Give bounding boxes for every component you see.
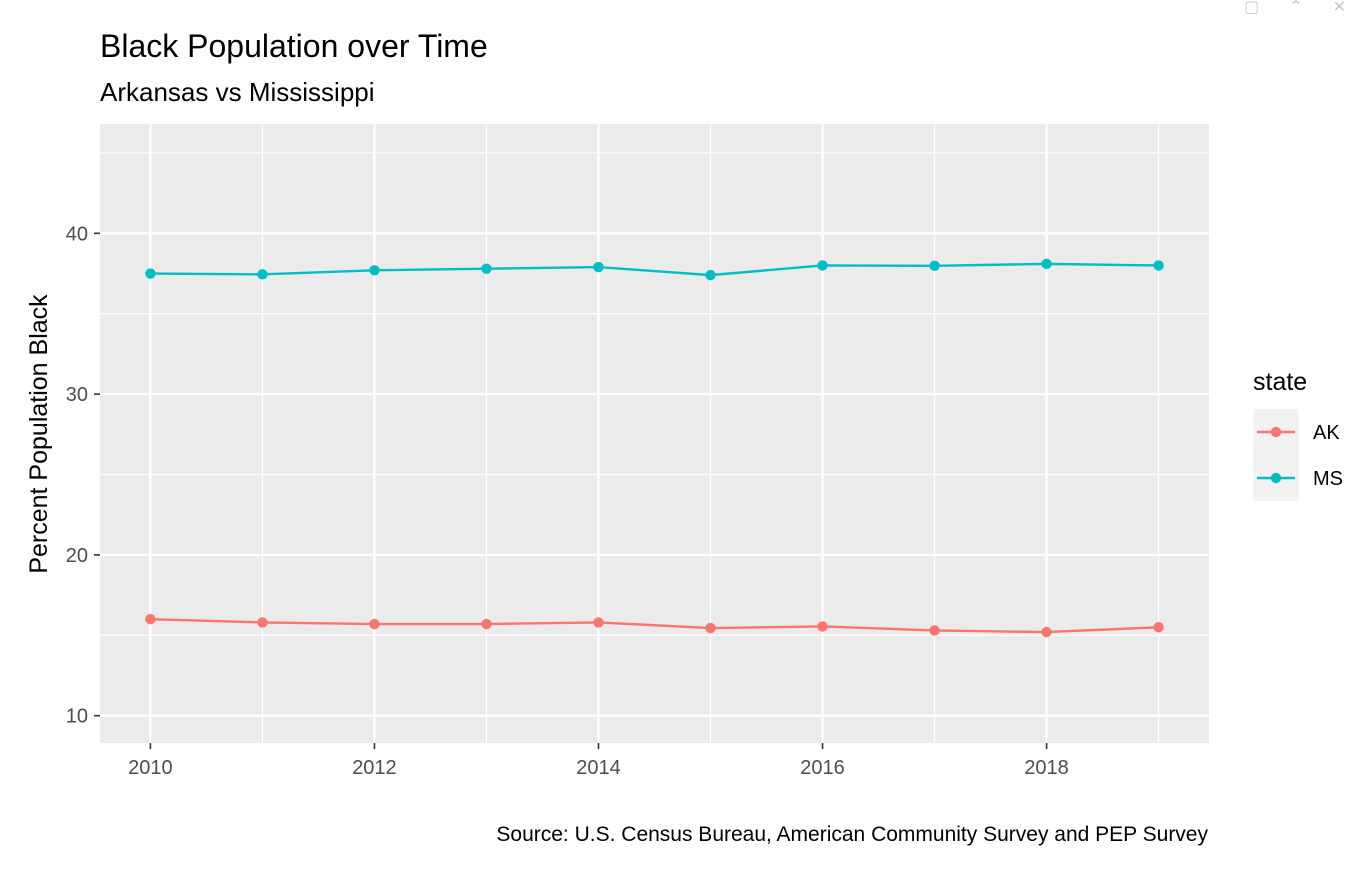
y-tick-label: 10	[66, 706, 88, 728]
legend-title: state	[1253, 368, 1307, 396]
data-point	[257, 269, 268, 280]
y-tick-label: 30	[66, 384, 88, 406]
data-point	[145, 614, 156, 625]
series-ms	[145, 258, 1164, 281]
data-point	[593, 261, 604, 273]
series-line	[150, 618, 1159, 634]
data-point	[593, 617, 604, 628]
window-controls: ▢ ⌃ ✕	[1244, 0, 1346, 16]
x-tick-label: 2014	[576, 757, 621, 779]
minor-gridlines	[100, 124, 1209, 743]
legend-label: MS	[1313, 468, 1343, 490]
chart-caption: Source: U.S. Census Bureau, American Com…	[496, 823, 1208, 846]
data-point	[369, 265, 380, 276]
data-point	[705, 269, 716, 281]
data-point	[1041, 258, 1052, 270]
data-point	[817, 260, 828, 271]
series-ak	[145, 614, 1164, 638]
data-point	[1153, 622, 1164, 633]
data-point	[369, 618, 380, 630]
series-layer	[145, 258, 1164, 638]
x-tick-label: 2012	[352, 757, 397, 779]
legend-key-point	[1270, 472, 1282, 484]
data-point	[481, 618, 492, 630]
x-axis: 2010 2012 2014 2016 2018	[128, 743, 1069, 779]
chart-title: Black Population over Time	[100, 28, 488, 64]
data-point	[257, 617, 268, 628]
y-tick-label: 40	[66, 223, 88, 245]
legend-label: AK	[1313, 422, 1340, 444]
chart-subtitle: Arkansas vs Mississippi	[100, 77, 375, 107]
y-tick-label: 20	[66, 545, 88, 567]
data-point	[929, 260, 940, 272]
x-tick-label: 2010	[128, 757, 173, 779]
close-icon[interactable]: ✕	[1332, 0, 1346, 16]
data-point	[705, 622, 716, 634]
legend: state AK MS	[1253, 368, 1343, 501]
collapse-icon[interactable]: ⌃	[1289, 0, 1303, 16]
x-tick-label: 2016	[800, 757, 845, 779]
data-point	[145, 268, 156, 279]
series-line	[150, 262, 1159, 277]
legend-item-ak: AK	[1257, 422, 1340, 444]
data-point	[817, 621, 828, 632]
legend-item-ms: MS	[1257, 468, 1343, 490]
x-tick-label: 2018	[1024, 757, 1069, 779]
legend-key-background	[1253, 409, 1299, 501]
y-axis: 10 20 30 40	[66, 223, 100, 728]
restore-icon[interactable]: ▢	[1244, 0, 1260, 16]
major-gridlines	[100, 124, 1209, 743]
y-axis-title: Percent Population Black	[25, 294, 53, 574]
data-point	[1153, 260, 1164, 271]
data-point	[1041, 626, 1052, 638]
data-point	[929, 625, 940, 636]
data-point	[481, 263, 492, 274]
plot-panel	[100, 124, 1209, 743]
legend-key-point	[1270, 426, 1282, 438]
